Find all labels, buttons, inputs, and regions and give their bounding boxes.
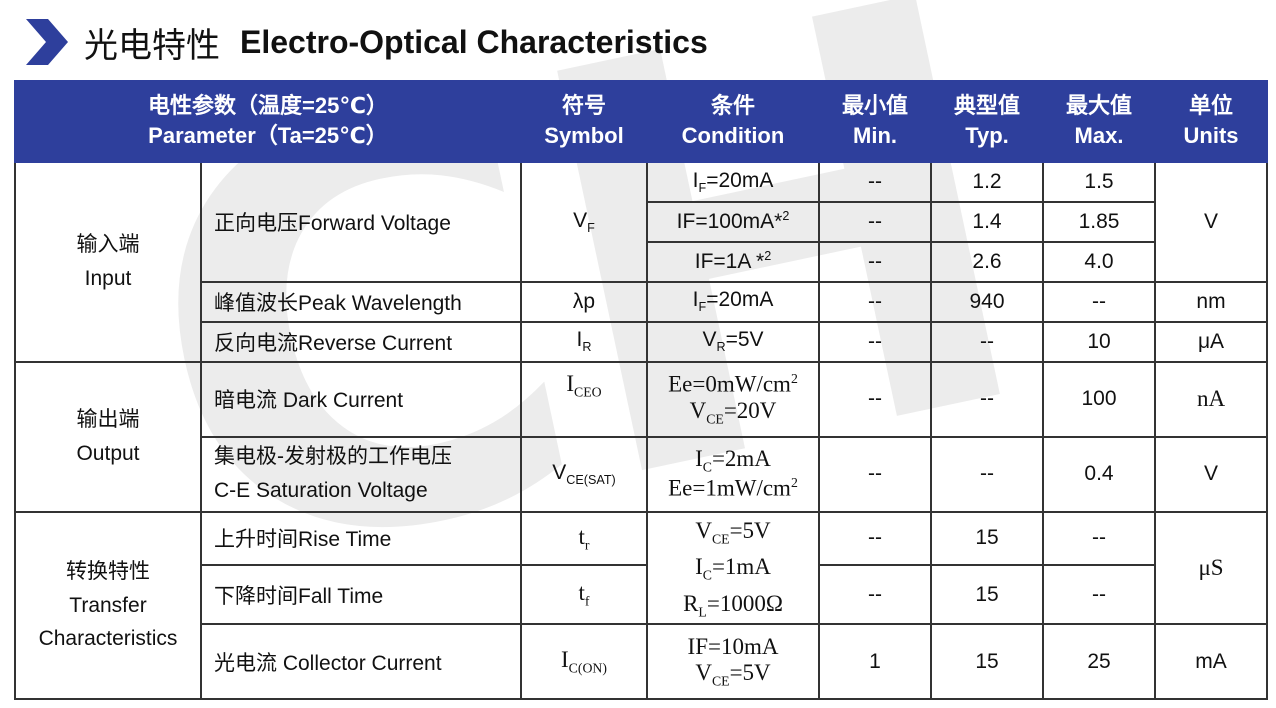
table-row: 输入端 Input 正向电压Forward Voltage VF IF=20mA … — [14, 160, 1268, 363]
param-saturation-voltage: 集电极-发射极的工作电压 C-E Saturation Voltage — [200, 435, 522, 513]
min-cell: 1 — [818, 623, 932, 701]
param-peak-wavelength: 峰值波长Peak Wavelength — [200, 280, 522, 323]
max-cell: -- — [1042, 510, 1156, 567]
header-row: 电性参数（温度=25℃） Parameter（Ta=25℃） 符号 Symbol 条… — [14, 80, 1268, 163]
table-row: 输出端 Output 暗电流 Dark Current ICEO Ee=0mW/c… — [14, 360, 1268, 513]
typ-cell: -- — [930, 320, 1044, 363]
table-row: 集电极-发射极的工作电压 C-E Saturation Voltage VCE(S… — [15, 435, 1268, 513]
cond-cell: IC=2mA Ee=1mW/cm2 — [646, 435, 820, 513]
cond-cell-switching: VCE=5V IC=1mA RL=1000Ω — [646, 510, 820, 626]
min-cell: -- — [818, 200, 932, 243]
unit-cell: μS — [1154, 510, 1268, 626]
max-cell: 10 — [1042, 320, 1156, 363]
header-max: 最大值 Max. — [1042, 80, 1156, 163]
typ-cell: 940 — [930, 280, 1044, 323]
header-min: 最小值 Min. — [818, 80, 932, 163]
max-cell: 4.0 — [1042, 240, 1156, 283]
unit-cell: V — [1154, 160, 1268, 283]
param-collector-current: 光电流 Collector Current — [200, 623, 522, 701]
table-row: 反向电流Reverse Current IR VR=5V -- -- 10 μA — [15, 320, 1268, 363]
symbol-cell: tr — [520, 510, 648, 567]
param-fall-time: 下降时间Fall Time — [200, 564, 522, 626]
min-cell: -- — [818, 320, 932, 363]
max-cell: 1.85 — [1042, 200, 1156, 243]
min-cell: -- — [818, 360, 932, 438]
cond-cell: VR=5V — [646, 320, 820, 363]
param-dark-current: 暗电流 Dark Current — [200, 360, 522, 438]
title-cn: 光电特性 — [84, 25, 220, 66]
typ-cell: 15 — [930, 623, 1044, 701]
header-units: 单位 Units — [1154, 80, 1268, 163]
unit-cell: nm — [1154, 280, 1268, 323]
header-symbol: 符号 Symbol — [520, 80, 648, 163]
cond-cell: IF=10mA VCE=5V — [646, 623, 820, 701]
cond-cell: IF=100mA*2 — [646, 200, 820, 243]
cond-cell: IF=20mA — [646, 160, 820, 203]
table-row: 转换特性 Transfer Characteristics 上升时间Rise Tim… — [14, 510, 1268, 701]
unit-cell: nA — [1154, 360, 1268, 438]
table-row: IF=100mA*2 -- 1.4 1.85 — [15, 200, 1267, 243]
title-en: Electro-Optical Characteristics — [240, 23, 708, 60]
param-reverse-current: 反向电流Reverse Current — [200, 320, 522, 363]
chevron-right-icon — [26, 19, 68, 65]
min-cell: -- — [818, 510, 932, 567]
table-row: 峰值波长Peak Wavelength λp IF=20mA -- 940 --… — [15, 280, 1268, 323]
typ-cell: 2.6 — [930, 240, 1044, 283]
param-forward-voltage: 正向电压Forward Voltage — [200, 160, 522, 283]
min-cell: -- — [818, 280, 932, 323]
unit-cell: μA — [1154, 320, 1268, 363]
table-row: IF=1A *2 -- 2.6 4.0 — [15, 240, 1267, 283]
max-cell: 25 — [1042, 623, 1156, 701]
max-cell: 1.5 — [1042, 160, 1156, 203]
typ-cell: -- — [930, 435, 1044, 513]
max-cell: -- — [1042, 564, 1156, 626]
max-cell: 100 — [1042, 360, 1156, 438]
unit-cell: mA — [1154, 623, 1268, 701]
group-transfer: 转换特性 Transfer Characteristics — [14, 510, 202, 701]
symbol-cell: IR — [520, 320, 648, 363]
min-cell: -- — [818, 435, 932, 513]
symbol-cell: IC(ON) — [520, 623, 648, 701]
unit-cell: V — [1154, 435, 1268, 513]
typ-cell: -- — [930, 360, 1044, 438]
typ-cell: 1.2 — [930, 160, 1044, 203]
symbol-cell: tf — [520, 564, 648, 626]
min-cell: -- — [818, 564, 932, 626]
table-row: 光电流 Collector Current IC(ON) IF=10mA VCE… — [15, 623, 1268, 701]
min-cell: -- — [818, 240, 932, 283]
max-cell: -- — [1042, 280, 1156, 323]
param-rise-time: 上升时间Rise Time — [200, 510, 522, 567]
header-param: 电性参数（温度=25℃） Parameter（Ta=25℃） — [14, 80, 522, 163]
symbol-cell: ICEO — [520, 360, 648, 438]
table-row: 下降时间Fall Time tf -- 15 -- — [15, 564, 1267, 626]
symbol-cell: VCE(SAT) — [520, 435, 648, 513]
symbol-vf: VF — [520, 160, 648, 283]
group-input: 输入端 Input — [14, 160, 202, 363]
group-output: 输出端 Output — [14, 360, 202, 513]
cond-cell: Ee=0mW/cm2 VCE=20V — [646, 360, 820, 438]
min-cell: -- — [818, 160, 932, 203]
typ-cell: 1.4 — [930, 200, 1044, 243]
max-cell: 0.4 — [1042, 435, 1156, 513]
characteristics-table: 电性参数（温度=25℃） Parameter（Ta=25℃） 符号 Symbol 条… — [14, 80, 1268, 701]
cond-cell: IF=1A *2 — [646, 240, 820, 283]
header-condition: 条件 Condition — [646, 80, 820, 163]
symbol-cell: λp — [520, 280, 648, 323]
header-typ: 典型值 Typ. — [930, 80, 1044, 163]
cond-cell: IF=20mA — [646, 280, 820, 323]
section-title: 光电特性 Electro-Optical Characteristics — [22, 14, 708, 70]
typ-cell: 15 — [930, 564, 1044, 626]
typ-cell: 15 — [930, 510, 1044, 567]
